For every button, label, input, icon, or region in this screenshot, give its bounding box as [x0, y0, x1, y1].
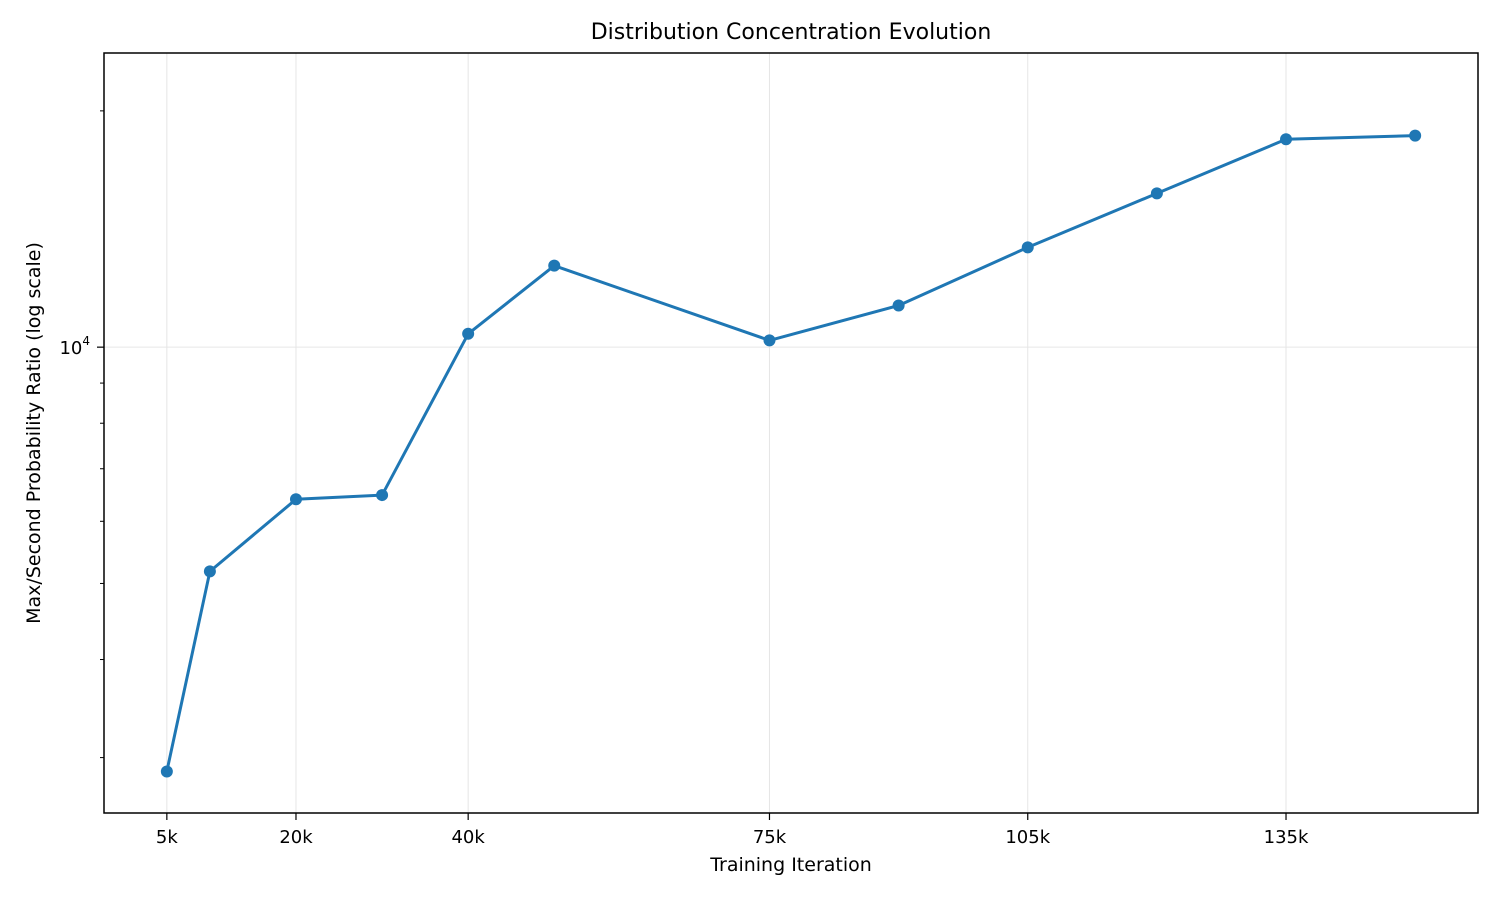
x-tick-label: 75k	[753, 827, 787, 848]
x-tick-label: 105k	[1005, 827, 1050, 848]
data-point	[160, 765, 173, 778]
data-point	[763, 334, 776, 347]
data-point	[1409, 129, 1422, 142]
data-point	[376, 489, 389, 502]
series-layer	[160, 129, 1422, 778]
data-point	[1280, 133, 1293, 146]
data-point	[462, 327, 475, 340]
y-tick-label: 104	[59, 334, 90, 359]
axis-ticks: 5k 20k 40k 75k 105k 135k 104	[59, 110, 1309, 848]
x-tick-label: 40k	[451, 827, 485, 848]
data-point	[1150, 187, 1163, 200]
plot-frame	[103, 52, 1479, 814]
x-axis-label: Training Iteration	[709, 854, 872, 876]
series-line	[165, 134, 1416, 772]
y-axis-label: Max/Second Probability Ratio (log scale)	[23, 242, 45, 624]
grid-lines	[104, 53, 1478, 813]
x-tick-label: 5k	[156, 827, 178, 848]
data-point	[548, 259, 561, 272]
data-point	[203, 565, 216, 578]
y-tick-base: 10	[59, 338, 82, 359]
chart-title: Distribution Concentration Evolution	[591, 20, 992, 45]
x-tick-label: 135k	[1264, 827, 1309, 848]
data-point	[1021, 241, 1034, 254]
data-point	[892, 299, 905, 312]
x-tick-label: 20k	[279, 827, 313, 848]
data-point	[289, 493, 302, 506]
y-tick-exponent: 4	[82, 334, 90, 348]
